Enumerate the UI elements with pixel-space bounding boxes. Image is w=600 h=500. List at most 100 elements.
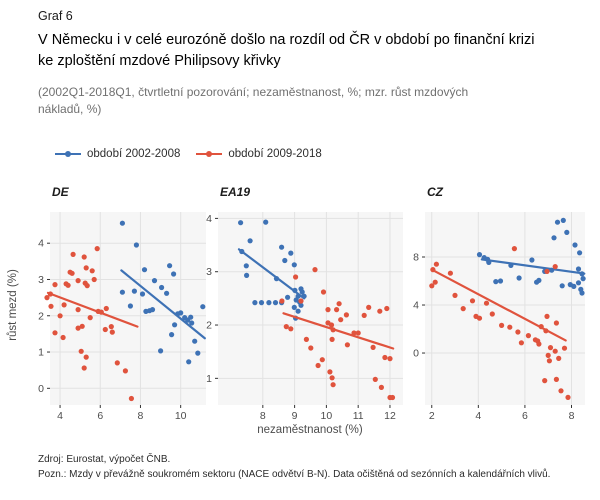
data-point [139, 291, 146, 297]
data-point [338, 317, 344, 323]
data-point [189, 320, 195, 326]
data-point [493, 279, 499, 285]
data-point [575, 266, 582, 272]
data-point [552, 264, 558, 270]
data-point [188, 314, 194, 320]
data-point [81, 365, 87, 371]
data-point [169, 332, 175, 338]
method-note: Pozn.: Mzdy v převážně soukromém sektoru… [38, 469, 551, 480]
data-point [75, 307, 81, 313]
legend: období 2002-2008 období 2009-2018 [55, 148, 322, 160]
data-point [384, 305, 390, 312]
data-point [75, 325, 81, 331]
data-point [469, 298, 476, 304]
trend-line [480, 258, 586, 275]
data-point [312, 267, 318, 273]
y-tick-label: 2 [38, 310, 44, 322]
panel-CZ: 2 4 6 8 0 4 8 CZ [413, 185, 586, 422]
data-point [433, 261, 439, 267]
data-point [243, 263, 249, 269]
data-point [52, 282, 58, 288]
data-point [571, 283, 577, 289]
x-tick-label: 2 [429, 410, 435, 422]
y-tick-label: 4 [206, 213, 212, 225]
data-point [298, 286, 304, 292]
x-axis-title: nezaměstnanost (%) [257, 424, 363, 436]
data-point [44, 295, 50, 301]
chart-subtitle-line2: nákladů, %) [38, 102, 102, 116]
data-point [389, 394, 396, 401]
data-point [87, 315, 93, 321]
data-point [366, 304, 372, 310]
data-point [387, 356, 393, 362]
data-point [529, 257, 535, 263]
data-point [94, 246, 100, 252]
data-point [119, 289, 125, 295]
data-point [258, 300, 265, 306]
data-point [69, 270, 75, 276]
data-point [238, 220, 244, 226]
x-tick-label: 10 [321, 410, 333, 422]
data-point [282, 257, 288, 264]
data-point [343, 312, 349, 318]
y-tick-label: 2 [206, 320, 212, 332]
data-point [432, 279, 438, 285]
data-point [295, 308, 301, 314]
panel-title-DE: DE [52, 185, 70, 199]
data-point [452, 292, 458, 298]
y-tick-label: 0 [38, 383, 44, 395]
data-point [65, 282, 71, 288]
data-point [489, 311, 495, 317]
data-point [579, 290, 585, 296]
y-tick-label: 0 [413, 348, 419, 360]
data-point [351, 330, 357, 336]
data-point [171, 271, 177, 277]
trend-line [431, 269, 567, 342]
data-point [81, 254, 87, 260]
panel-title-EA19: EA19 [220, 185, 250, 199]
data-point [552, 348, 558, 354]
data-point [575, 280, 582, 286]
data-point [577, 250, 583, 256]
data-point [52, 330, 58, 336]
data-point [556, 355, 562, 361]
data-point [327, 369, 333, 375]
y-axis-title: růst mezd (%) [7, 269, 19, 341]
data-point [542, 378, 548, 384]
x-tick-label: 10 [175, 410, 187, 422]
data-point [361, 312, 367, 318]
data-point [483, 300, 490, 306]
data-point [370, 344, 376, 350]
data-point [291, 262, 297, 268]
data-point [544, 268, 550, 274]
scatter-series-období-2009-2018 [44, 246, 139, 402]
data-point [48, 303, 54, 309]
y-tick-label: 3 [38, 274, 44, 286]
data-point [518, 340, 525, 346]
data-point [141, 267, 148, 273]
data-point [91, 276, 97, 283]
data-point [558, 388, 564, 394]
data-point [447, 270, 453, 276]
data-point [476, 315, 483, 321]
data-point [355, 330, 361, 336]
data-point [546, 358, 553, 364]
data-point [334, 307, 340, 313]
data-point [499, 322, 505, 328]
data-point [192, 338, 198, 344]
data-point [186, 359, 192, 365]
data-point [178, 310, 184, 316]
data-point [336, 301, 342, 307]
data-point [572, 242, 578, 248]
data-point [164, 290, 170, 296]
panel-DE: 4 6 8 10 0 1 2 3 4 DE [38, 185, 206, 422]
data-point [293, 297, 299, 303]
data-point [57, 313, 63, 319]
data-point [119, 220, 125, 226]
data-point [298, 298, 304, 304]
source-note: Zdroj: Eurostat, výpočet ČNB. [38, 454, 171, 465]
trend-line [282, 312, 395, 350]
x-tick-label: 12 [384, 410, 396, 422]
x-tick-label: 11 [353, 410, 364, 422]
